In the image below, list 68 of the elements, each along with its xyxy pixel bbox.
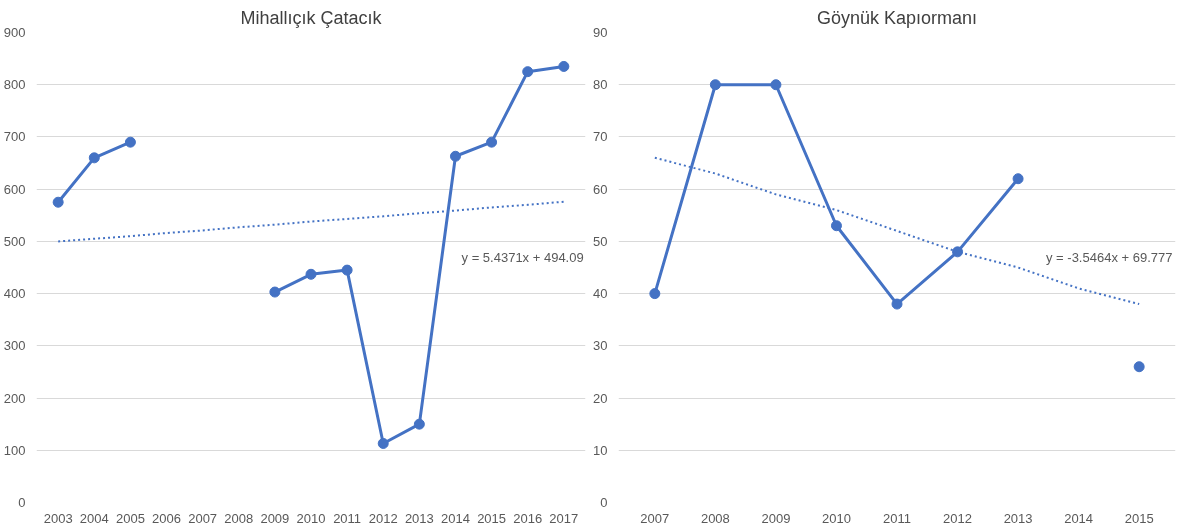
y-tick-label: 60: [593, 181, 608, 197]
y-tick-label: 10: [593, 442, 608, 458]
annotation: y = 5.4371x + 494.09: [461, 250, 584, 265]
x-tick-label: 2011: [333, 510, 362, 526]
x-tick-label: 2012: [943, 510, 973, 526]
x-tick-label: 2007: [188, 510, 218, 526]
y-tick-label: 70: [593, 129, 608, 145]
x-tick-label: 2013: [404, 510, 434, 526]
point: [413, 418, 425, 430]
chart-title: Mihallıçık Çatacık: [240, 7, 383, 28]
point: [341, 264, 353, 276]
point: [88, 152, 100, 164]
y-tick-label: 700: [3, 129, 26, 145]
y-tick-label: 900: [3, 25, 26, 40]
point: [830, 220, 842, 232]
y-tick-label: 300: [3, 338, 26, 354]
x-tick-label: 2014: [1064, 510, 1094, 526]
point: [1133, 361, 1145, 373]
y-tick-label: 40: [593, 286, 608, 302]
x-tick-label: 2005: [115, 510, 145, 526]
y-tick-label: 0: [18, 495, 26, 510]
chart-title: Göynük Kapıormanı: [816, 7, 978, 28]
x-tick-label: 2015: [477, 510, 507, 526]
x-tick-label: 2016: [513, 510, 543, 526]
point: [558, 60, 570, 72]
point: [52, 196, 64, 208]
point: [305, 268, 317, 280]
x-tick-label: 2015: [1124, 510, 1154, 526]
point: [377, 438, 389, 449]
y-tick-label: 80: [593, 77, 608, 93]
y-tick-label: 30: [593, 338, 608, 354]
point: [269, 286, 281, 298]
point: [1012, 173, 1024, 185]
point: [522, 66, 534, 78]
x-tick-label: 2009: [761, 510, 791, 526]
x-tick-label: 2011: [883, 510, 911, 526]
point: [891, 298, 903, 310]
y-tick-label: 90: [593, 25, 608, 40]
point: [709, 79, 721, 91]
x-tick-label: 2006: [152, 510, 181, 526]
annotation: y = -3.5464x + 69.777: [1045, 250, 1173, 265]
point: [770, 79, 782, 91]
y-tick-label: 600: [3, 181, 26, 197]
y-tick-label: 800: [3, 77, 26, 93]
point: [124, 136, 136, 148]
y-tick-label: 400: [3, 286, 26, 302]
x-tick-label: 2010: [822, 510, 851, 526]
x-tick-label: 2004: [79, 510, 109, 526]
y-tick-label: 100: [3, 442, 26, 458]
x-tick-label: 2007: [640, 510, 670, 526]
y-tick-label: 0: [600, 495, 608, 510]
x-tick-label: 2003: [43, 510, 73, 526]
x-tick-label: 2009: [260, 510, 290, 526]
x-tick-label: 2013: [1003, 510, 1033, 526]
point: [649, 288, 661, 300]
x-tick-label: 2010: [296, 510, 326, 526]
point: [449, 150, 461, 162]
y-tick-label: 50: [593, 233, 608, 249]
point: [486, 136, 498, 148]
y-tick-label: 200: [3, 390, 26, 406]
x-tick-label: 2014: [441, 510, 470, 526]
point: [952, 246, 964, 258]
y-tick-label: 500: [3, 233, 26, 249]
x-tick-label: 2017: [549, 510, 579, 526]
y-tick-label: 20: [593, 390, 608, 406]
x-tick-label: 2008: [700, 510, 730, 526]
x-tick-label: 2008: [224, 510, 254, 526]
x-tick-label: 2012: [368, 510, 398, 526]
